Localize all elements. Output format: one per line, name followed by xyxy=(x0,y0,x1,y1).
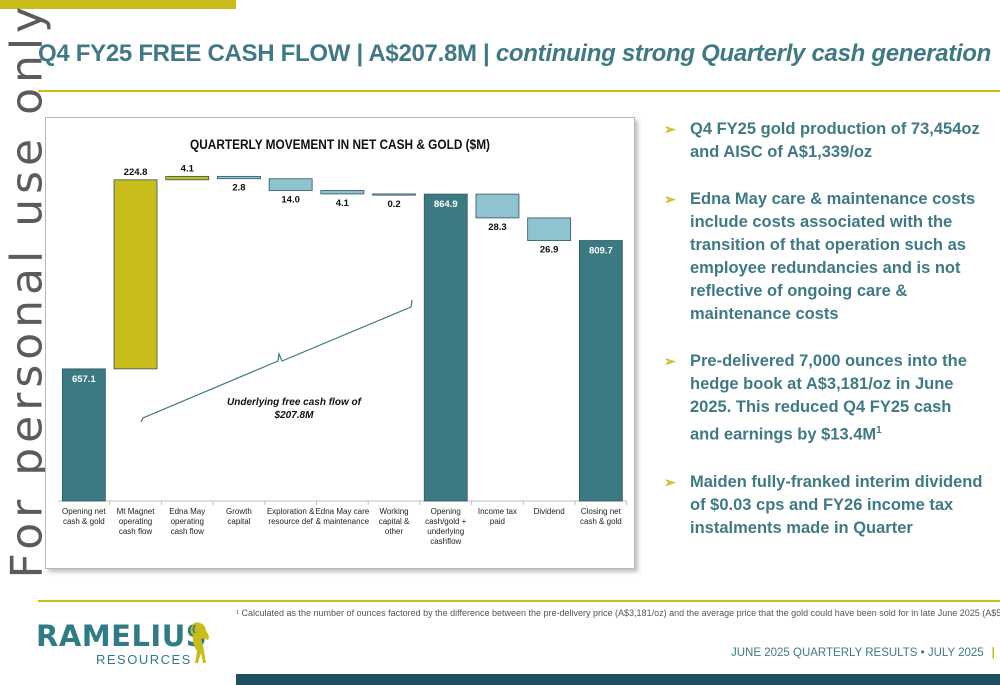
bullet-arrow-icon: ➢ xyxy=(664,191,676,207)
category-label: Exploration & resource def xyxy=(267,507,315,526)
data-label: 0.2 xyxy=(387,199,400,210)
page-title: Q4 FY25 FREE CASH FLOW | A$207.8M | cont… xyxy=(38,40,992,68)
bar-6 xyxy=(320,190,365,195)
title-main: Q4 FY25 FREE CASH FLOW | A$207.8M | xyxy=(38,40,496,67)
bar-2 xyxy=(113,179,158,370)
data-label: 28.3 xyxy=(488,222,507,233)
bullet-arrow-icon: ➢ xyxy=(664,121,676,137)
title-divider xyxy=(38,90,1000,92)
bullet-superscript: 1 xyxy=(876,425,882,436)
data-label: 809.7 xyxy=(589,246,613,257)
data-label: 26.9 xyxy=(540,245,559,256)
bullet-text: Edna May care & maintenance costs includ… xyxy=(690,190,976,323)
data-label: 4.1 xyxy=(181,163,195,174)
category-label: Opening cash/gold + underlying cashflow xyxy=(425,507,466,546)
bar-8 xyxy=(423,193,468,502)
bullet-list: ➢ Q4 FY25 gold production of 73,454oz and… xyxy=(664,118,984,564)
underlying-fcf-brace xyxy=(140,299,413,423)
data-label: 224.8 xyxy=(124,167,148,178)
footer: JUNE 2025 QUARTERLY RESULTS • JULY 2025 |… xyxy=(731,647,1000,659)
category-label: Closing net cash & gold xyxy=(580,507,622,526)
data-label: 864.9 xyxy=(434,199,458,210)
company-logo: RAMELIUS RESOURCES xyxy=(36,619,216,667)
chart-title: QUARTERLY MOVEMENT IN NET CASH & GOLD ($… xyxy=(190,137,490,152)
footer-label: JUNE 2025 QUARTERLY RESULTS • JULY 2025 xyxy=(731,647,984,659)
data-label: 2.8 xyxy=(232,183,245,194)
category-label: Income tax paid xyxy=(478,507,517,526)
bullet-item: ➢ Maiden fully-franked interim dividend o… xyxy=(664,471,984,540)
waterfall-chart-frame: QUARTERLY MOVEMENT IN NET CASH & GOLD ($… xyxy=(45,117,635,569)
category-label: Working capital & other xyxy=(379,507,410,536)
annotation-text: Underlying free cash flow of $207.8M xyxy=(227,397,363,421)
bar-3 xyxy=(165,175,210,181)
bullet-arrow-icon: ➢ xyxy=(664,473,676,490)
bullet-text: Maiden fully-franked interim dividend of… xyxy=(690,472,983,537)
bar-4 xyxy=(217,175,261,180)
bullet-item: ➢ Edna May care & maintenance costs inclu… xyxy=(664,188,984,326)
bullet-arrow-icon: ➢ xyxy=(664,353,676,369)
bar-7 xyxy=(372,193,416,196)
bottom-accent-bar xyxy=(236,674,1000,685)
bar-9 xyxy=(475,193,520,219)
bar-11 xyxy=(578,240,623,502)
bar-10 xyxy=(527,217,572,241)
footnote: ¹ Calculated as the number of ounces fac… xyxy=(236,608,1000,618)
bullet-item: ➢ Pre-delivered 7,000 ounces into the hed… xyxy=(664,350,984,447)
category-label: Dividend xyxy=(534,507,565,516)
title-emphasis: continuing strong Quarterly cash generat… xyxy=(495,40,992,67)
logo-subtitle: RESOURCES xyxy=(96,652,192,667)
category-label: Edna May care & maintenance xyxy=(315,507,369,526)
bullet-text: Q4 FY25 gold production of 73,454oz and … xyxy=(690,120,980,161)
bar-5 xyxy=(268,178,313,191)
category-label: Mt Magnet operating cash flow xyxy=(117,507,156,536)
horse-logo-icon xyxy=(190,622,209,663)
waterfall-chart: QUARTERLY MOVEMENT IN NET CASH & GOLD ($… xyxy=(58,137,628,546)
category-label: Edna May operating cash flow xyxy=(169,507,205,536)
top-accent-bar xyxy=(0,0,236,9)
footer-separator: | xyxy=(991,647,995,659)
data-label: 4.1 xyxy=(336,198,350,209)
bullet-text: Pre-delivered 7,000 ounces into the hedg… xyxy=(690,352,967,444)
logo-name: RAMELIUS xyxy=(36,619,208,653)
category-label: Opening net cash & gold xyxy=(62,507,106,526)
footer-divider xyxy=(38,600,1000,602)
data-label: 657.1 xyxy=(72,374,96,385)
bullet-item: ➢ Q4 FY25 gold production of 73,454oz and… xyxy=(664,118,984,164)
data-label: 14.0 xyxy=(281,194,300,205)
category-label: Growth capital xyxy=(226,507,252,526)
bar-1 xyxy=(61,368,106,502)
